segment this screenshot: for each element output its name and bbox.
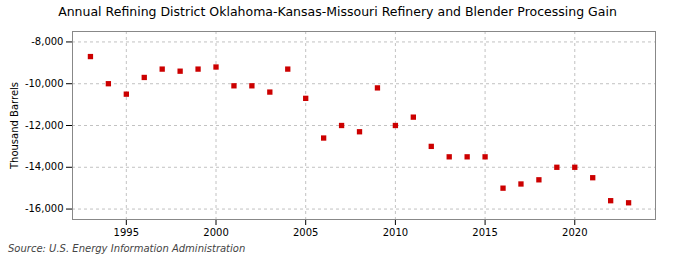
svg-text:-12,000: -12,000 (25, 120, 64, 131)
svg-text:2000: 2000 (203, 227, 228, 238)
svg-text:-16,000: -16,000 (25, 203, 64, 214)
svg-text:2005: 2005 (293, 227, 318, 238)
svg-text:-10,000: -10,000 (25, 78, 64, 89)
svg-text:Thousand Barrels: Thousand Barrels (9, 82, 20, 170)
svg-text:1995: 1995 (114, 227, 139, 238)
svg-text:2020: 2020 (562, 227, 587, 238)
html-text:Annual Refining District Oklah: Annual Refining District Oklahoma-Kansas… (58, 4, 617, 19)
svg-text:-14,000: -14,000 (25, 161, 64, 172)
html-text:Source: U.S. Energy Informatio: Source: U.S. Energy Information Administ… (8, 243, 246, 254)
svg-text:2010: 2010 (383, 227, 408, 238)
svg-text:2015: 2015 (472, 227, 497, 238)
svg-text:-8,000: -8,000 (31, 36, 63, 47)
